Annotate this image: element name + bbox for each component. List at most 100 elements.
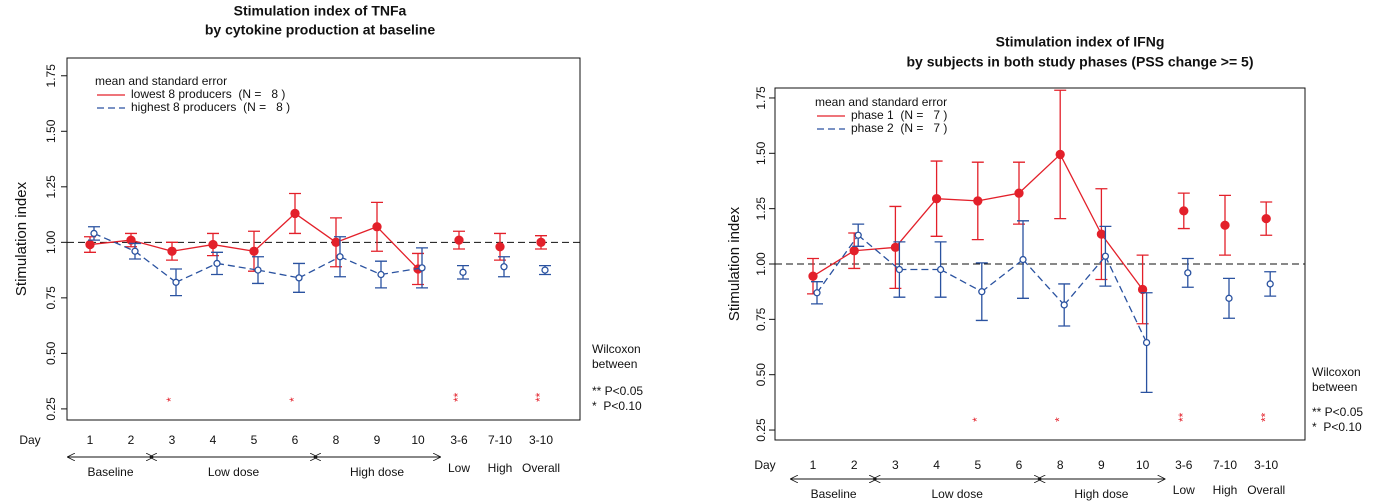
significance-legend-entry: ** P<0.05: [592, 384, 643, 398]
data-point: [1101, 252, 1110, 260]
data-point: [454, 235, 464, 245]
y-tick-label: 0.50: [754, 363, 768, 387]
data-point: [172, 278, 180, 286]
series-line: [89, 239, 132, 246]
series-line: [339, 256, 382, 276]
x-tick-label: 2: [851, 458, 858, 472]
series-line: [1022, 259, 1065, 306]
y-tick-label: 0.75: [754, 307, 768, 331]
data-point: [290, 208, 300, 219]
data-point: [1220, 220, 1230, 230]
significance-legend-entry: ** P<0.05: [1312, 405, 1363, 419]
y-tick-label: 1.00: [44, 230, 58, 254]
x-tick-label: 10: [1136, 458, 1150, 472]
data-point: [978, 288, 986, 296]
legend-title: mean and standard error: [815, 95, 947, 109]
y-tick-label: 1.25: [44, 175, 58, 199]
data-point: [1225, 294, 1233, 302]
y-tick-label: 0.75: [44, 286, 58, 310]
series-line: [816, 234, 859, 294]
data-point: [536, 237, 546, 247]
data-point: [541, 266, 549, 274]
group-label: Low dose: [208, 465, 260, 479]
x-tick-label: 8: [333, 433, 340, 447]
legend-label: lowest 8 producers (N = 8 ): [131, 87, 285, 101]
data-point: [249, 246, 259, 256]
data-point: [1096, 229, 1107, 239]
data-point: [813, 289, 821, 297]
series-line: [253, 212, 296, 252]
data-point: [336, 253, 344, 261]
chart-title: Stimulation index of TNFa: [234, 3, 407, 19]
series-line: [812, 250, 855, 277]
group-label: High: [488, 461, 513, 475]
series-line: [257, 269, 300, 279]
group-label: Overall: [522, 461, 560, 475]
data-point: [890, 242, 901, 253]
significance-mark: **: [1176, 412, 1190, 422]
x-tick-label: 1: [87, 433, 94, 447]
series-line: [212, 243, 255, 252]
data-point: [1266, 280, 1274, 288]
y-axis-label: Stimulation index: [726, 206, 743, 321]
significance-mark: **: [451, 392, 465, 402]
data-point: [331, 237, 341, 247]
series-line: [857, 234, 900, 271]
x-tick-label: 5: [974, 458, 981, 472]
data-point: [213, 259, 221, 268]
data-point: [377, 270, 385, 279]
data-point: [854, 231, 862, 239]
group-label: High dose: [350, 465, 404, 479]
y-tick-label: 0.25: [754, 418, 768, 442]
chart-subtitle: by cytokine production at baseline: [205, 22, 435, 38]
significance-mark: *: [970, 417, 984, 422]
y-tick-label: 0.25: [44, 397, 58, 421]
x-axis-label: Day: [754, 458, 775, 472]
group-label: Baseline: [87, 465, 133, 479]
plot-frame: [66, 57, 581, 421]
x-tick-label: 3: [892, 458, 899, 472]
significance-mark: *: [1052, 417, 1066, 422]
y-tick-label: 1.25: [754, 197, 768, 221]
x-tick-label: 3-10: [1254, 458, 1278, 472]
data-point: [459, 268, 467, 276]
significance-legend-title: Wilcoxon: [592, 342, 641, 356]
group-label: Baseline: [811, 487, 857, 501]
group-label: High: [1213, 483, 1238, 497]
data-point: [372, 222, 382, 232]
data-point: [495, 242, 505, 252]
series-line: [854, 246, 896, 252]
data-point: [1261, 213, 1271, 224]
significance-mark: *: [164, 397, 178, 402]
group-label: Low: [448, 461, 470, 475]
series-line: [977, 192, 1020, 202]
significance-mark: **: [533, 392, 547, 402]
x-tick-label: 2: [128, 433, 135, 447]
legend-title: mean and standard error: [95, 74, 227, 88]
data-point: [931, 194, 942, 204]
significance-legend-entry: * P<0.10: [592, 399, 642, 413]
data-point: [295, 274, 303, 282]
x-tick-label: 9: [374, 433, 381, 447]
data-point: [126, 235, 136, 245]
data-point: [500, 263, 508, 271]
significance-mark: *: [287, 397, 301, 402]
y-tick-label: 1.75: [44, 64, 58, 88]
y-tick-label: 1.50: [44, 119, 58, 143]
significance-legend-title: between: [1312, 380, 1357, 394]
series-line: [894, 198, 938, 248]
series-line: [1100, 233, 1144, 290]
series-line: [298, 256, 341, 279]
significance-legend-title: Wilcoxon: [1312, 365, 1361, 379]
data-point: [808, 271, 818, 281]
x-tick-label: 9: [1098, 458, 1105, 472]
data-point: [1060, 301, 1068, 309]
data-point: [1137, 284, 1148, 295]
y-tick-label: 1.50: [754, 141, 768, 165]
series-line: [940, 268, 983, 293]
legend-label: phase 2 (N = 7 ): [851, 121, 947, 135]
data-point: [167, 246, 177, 256]
series-line: [936, 198, 978, 202]
data-point: [90, 229, 98, 238]
